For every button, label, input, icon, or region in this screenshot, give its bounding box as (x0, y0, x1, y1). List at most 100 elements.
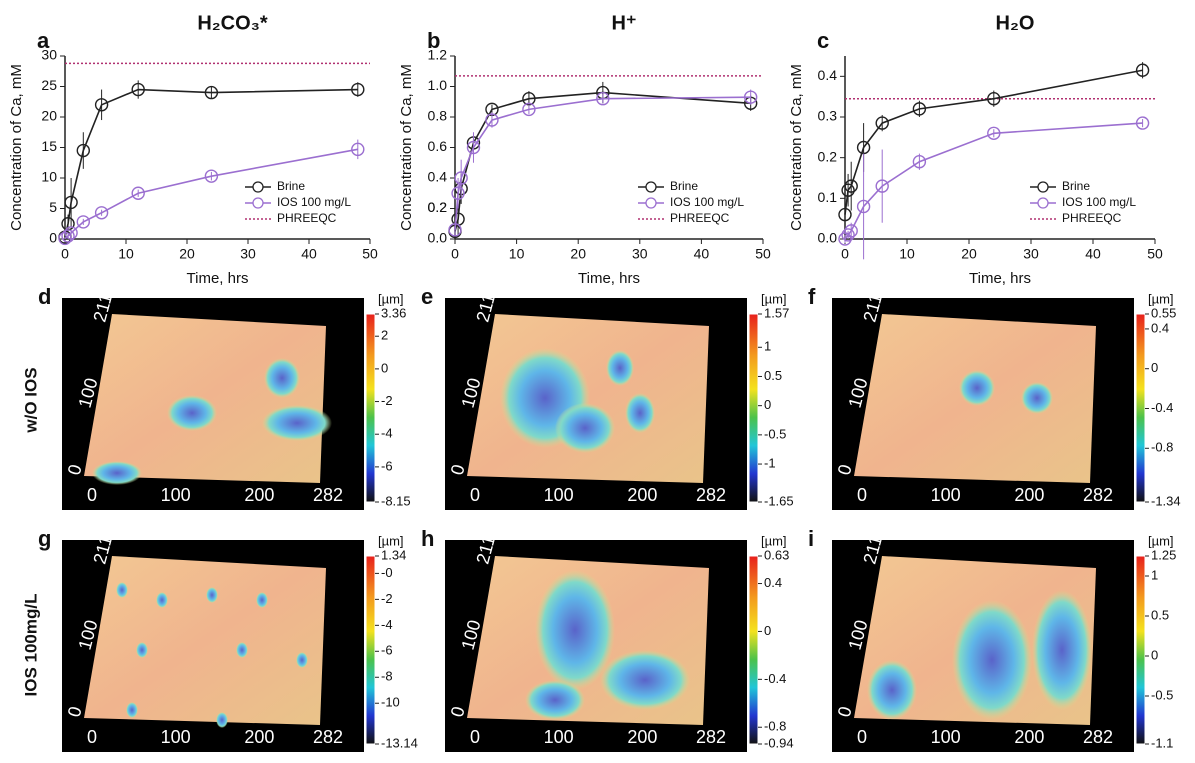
chart-title: H⁺ (612, 12, 637, 34)
x-tick-label: 40 (301, 246, 317, 262)
marker (838, 207, 852, 222)
colorbar-label: 1.57 (764, 305, 789, 320)
surface-pit (525, 680, 585, 720)
y-tick-label: 5 (49, 199, 57, 215)
image-x-label: 282 (1083, 727, 1113, 747)
image-x-label: 282 (313, 727, 343, 747)
marker (841, 183, 855, 197)
marker (351, 142, 365, 157)
panel-letter: g (38, 526, 51, 551)
series-line (844, 69, 1143, 215)
surface-pit (92, 461, 142, 485)
panel-letter: f (808, 284, 816, 309)
surface-pit (867, 660, 917, 720)
x-tick-label: 10 (509, 246, 525, 262)
colorbar-label: -1.1 (1151, 735, 1173, 750)
colorbar-label: 1 (1151, 567, 1158, 582)
legend-marker (252, 181, 264, 193)
colorbar-label: 0 (764, 623, 771, 638)
marker (912, 155, 927, 169)
colorbar-label: -0.5 (764, 426, 786, 441)
colorbar-label: -0.8 (764, 719, 786, 734)
legend-marker (1037, 181, 1049, 193)
colorbar-label: -2 (381, 393, 393, 408)
colorbar-label: 2 (381, 328, 388, 343)
y-tick-label: 25 (41, 77, 57, 93)
colorbar-unit: [µm] (761, 291, 787, 306)
colorbar-label: -0 (381, 565, 393, 580)
image-x-label: 200 (244, 485, 274, 505)
x-tick-label: 50 (1147, 246, 1163, 262)
colorbar-label: 0.4 (1151, 320, 1169, 335)
surface (84, 556, 326, 725)
marker (522, 91, 536, 106)
chart-title: H₂O (996, 12, 1035, 34)
marker (76, 215, 91, 229)
marker (987, 91, 1001, 106)
marker (856, 140, 871, 155)
legend-label: Brine (277, 179, 305, 193)
colorbar-label: -0.4 (1151, 400, 1173, 415)
marker (451, 186, 465, 200)
legend-marker (1037, 197, 1049, 209)
surface-pit (264, 358, 300, 398)
marker (94, 206, 109, 220)
marker (844, 179, 858, 193)
colorbar-label: 0.4 (764, 575, 782, 590)
image-y-label: 0 (447, 462, 469, 477)
y-axis-label: Concentration of Ca, mM (788, 64, 805, 231)
colorbar-label: -0.5 (1151, 687, 1173, 702)
image-x-label: 0 (470, 727, 480, 747)
colorbar-label: -8.15 (381, 493, 411, 508)
panel-letter: i (808, 526, 814, 551)
colorbar-label: 0 (1151, 360, 1158, 375)
surface-pit (555, 403, 615, 453)
image-x-label: 0 (87, 485, 97, 505)
image-x-label: 200 (1014, 727, 1044, 747)
x-axis-label: Time, hrs (969, 270, 1031, 287)
surface-pit (952, 600, 1032, 720)
marker (1135, 63, 1150, 77)
x-tick-label: 0 (451, 246, 459, 262)
colorbar-label: 1 (764, 339, 771, 354)
image-y-label: 0 (64, 462, 86, 477)
image-x-label: 282 (696, 727, 726, 747)
image-x-label: 100 (931, 727, 961, 747)
marker (856, 199, 871, 214)
marker (204, 169, 219, 183)
colorbar-label: -2 (381, 591, 393, 606)
surface-pit (600, 650, 690, 710)
colorbar-label: -0.94 (764, 735, 794, 750)
marker (448, 223, 462, 237)
x-tick-label: 0 (61, 246, 69, 262)
marker (131, 186, 145, 200)
image-x-label: 200 (1014, 485, 1044, 505)
chart-title: H₂CO₃* (197, 12, 268, 34)
surface-pit (1032, 590, 1092, 710)
row-label: w/O IOS (21, 367, 40, 433)
image-x-label: 282 (313, 485, 343, 505)
y-tick-label: 0.3 (818, 108, 838, 124)
colorbar-label: 0 (1151, 647, 1158, 662)
marker (841, 228, 855, 242)
image-x-label: 100 (931, 485, 961, 505)
marker (743, 90, 758, 104)
colorbar-unit: [µm] (1148, 291, 1174, 306)
colorbar-label: -8 (381, 669, 393, 684)
colorbar-label: 0.63 (764, 547, 789, 562)
marker (485, 113, 499, 127)
image-x-label: 0 (87, 727, 97, 747)
y-tick-label: 0.4 (428, 169, 448, 185)
panel-letter: e (421, 284, 433, 309)
image-y-label: 0 (834, 704, 856, 719)
marker (64, 226, 78, 240)
surface-pit (1021, 382, 1053, 414)
legend-label: Brine (670, 179, 698, 193)
panel-letter: d (38, 284, 51, 309)
colorbar-label: 0 (381, 360, 388, 375)
x-tick-label: 20 (961, 246, 977, 262)
colorbar-label: 0.55 (1151, 305, 1176, 320)
marker (94, 98, 109, 112)
image-x-label: 0 (857, 485, 867, 505)
x-tick-label: 50 (362, 246, 378, 262)
